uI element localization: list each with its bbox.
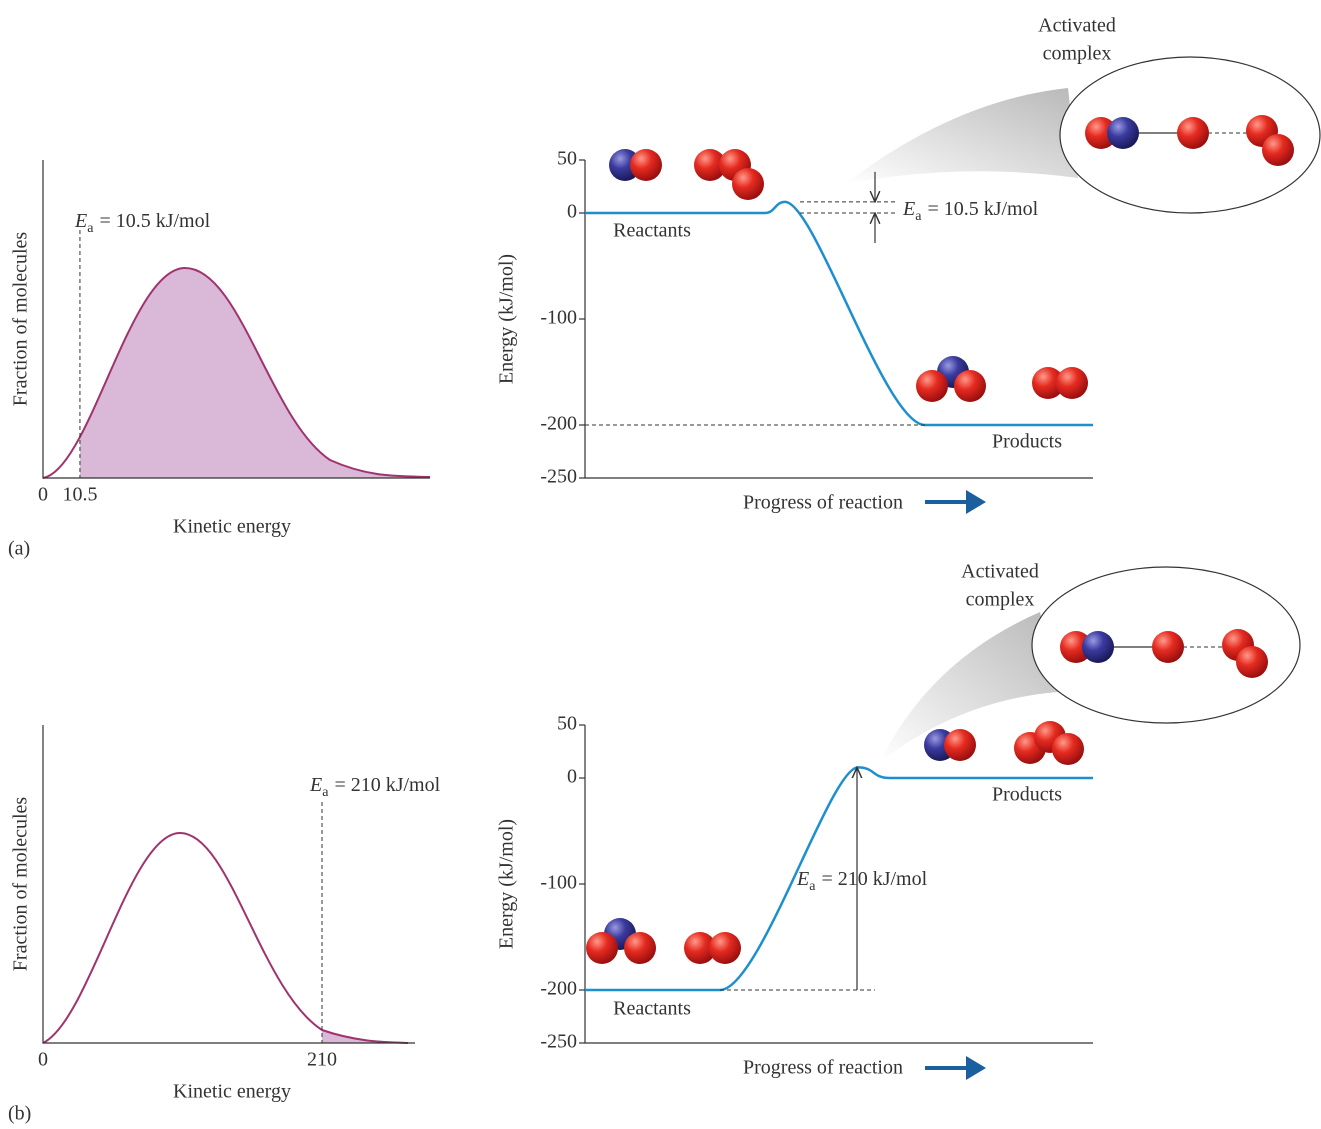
ea-label: Ea = 10.5 kJ/mol <box>902 198 1039 225</box>
atom <box>630 149 662 181</box>
y-axis-title: Energy (kJ/mol) <box>496 819 518 949</box>
atom <box>732 168 764 200</box>
atom <box>1052 733 1084 765</box>
x-axis-title: Kinetic energy <box>173 1081 291 1103</box>
atom <box>1262 134 1294 166</box>
atom <box>709 932 741 964</box>
shaded-area <box>80 268 430 478</box>
atom <box>1032 367 1064 399</box>
atom <box>1085 117 1117 149</box>
x-tick-label: 210 <box>307 1049 337 1071</box>
ea-label: Ea = 210 kJ/mol <box>796 868 928 895</box>
ea-symbol: E <box>796 868 809 890</box>
atom <box>624 932 656 964</box>
panel-label: (b) <box>8 1103 31 1125</box>
y-axis-title: Energy (kJ/mol) <box>496 254 518 384</box>
distribution-curve <box>42 266 431 479</box>
atom <box>1056 367 1088 399</box>
x-axis-title: Progress of reaction <box>743 1057 903 1079</box>
y-axis-title: Fraction of molecules <box>10 797 32 972</box>
zoom-cone <box>845 88 1078 184</box>
y-tick-label: 50 <box>557 713 577 735</box>
x-axis-title: Progress of reaction <box>743 492 903 514</box>
atom <box>1152 631 1184 663</box>
annotation: Activated <box>1038 15 1116 37</box>
ea-text: = 10.5 kJ/mol <box>927 198 1038 220</box>
ea-symbol: E <box>902 198 915 220</box>
stage-label: Reactants <box>613 998 691 1020</box>
atom <box>944 729 976 761</box>
stage-label: Products <box>992 431 1062 453</box>
ea-subscript: a <box>87 221 94 236</box>
ea-subscript: a <box>915 209 922 224</box>
ea-text: = 210 kJ/mol <box>821 868 927 890</box>
annotation: Activated <box>961 561 1039 583</box>
x-tick-label: 10.5 <box>62 484 97 506</box>
axes <box>42 725 415 1044</box>
y-tick-label: -100 <box>540 307 577 329</box>
y-tick-label: 0 <box>567 201 577 223</box>
y-tick-label: -250 <box>540 1031 577 1053</box>
ea-subscript: a <box>809 879 816 894</box>
atom <box>954 370 986 402</box>
ea-text: = 10.5 kJ/mol <box>99 210 210 232</box>
y-tick-label: -200 <box>540 978 577 1000</box>
stage-label: Products <box>992 784 1062 806</box>
atom <box>1082 631 1114 663</box>
shaded-area <box>322 1030 408 1043</box>
axes <box>42 160 430 479</box>
atom <box>586 932 618 964</box>
zoom-cone <box>880 612 1058 762</box>
y-tick-label: 50 <box>557 148 577 170</box>
x-tick-label: 0 <box>38 484 48 506</box>
atom <box>1060 631 1092 663</box>
ea-text: = 210 kJ/mol <box>334 774 440 796</box>
atom <box>1236 646 1268 678</box>
energy-profile <box>585 766 1093 992</box>
y-tick-label: -250 <box>540 466 577 488</box>
panel-label: (a) <box>8 538 30 560</box>
ea-label: Ea = 210 kJ/mol <box>309 774 441 801</box>
y-tick-label: 0 <box>567 766 577 788</box>
ea-symbol: E <box>74 210 87 232</box>
y-tick-label: -100 <box>540 872 577 894</box>
distribution-curve <box>42 831 409 1044</box>
atom <box>694 149 726 181</box>
energy-profile <box>585 200 1093 427</box>
annotation: complex <box>966 589 1035 611</box>
x-tick-label: 0 <box>38 1049 48 1071</box>
x-axis-title: Kinetic energy <box>173 516 291 538</box>
atom <box>684 932 716 964</box>
y-axis-title: Fraction of molecules <box>10 232 32 407</box>
ea-subscript: a <box>322 785 329 800</box>
ea-symbol: E <box>309 774 322 796</box>
annotation: complex <box>1043 43 1112 65</box>
atom <box>1107 117 1139 149</box>
atom <box>916 370 948 402</box>
y-tick-label: -200 <box>540 413 577 435</box>
ea-label: Ea = 10.5 kJ/mol <box>74 210 211 237</box>
atom <box>1177 117 1209 149</box>
stage-label: Reactants <box>613 220 691 242</box>
